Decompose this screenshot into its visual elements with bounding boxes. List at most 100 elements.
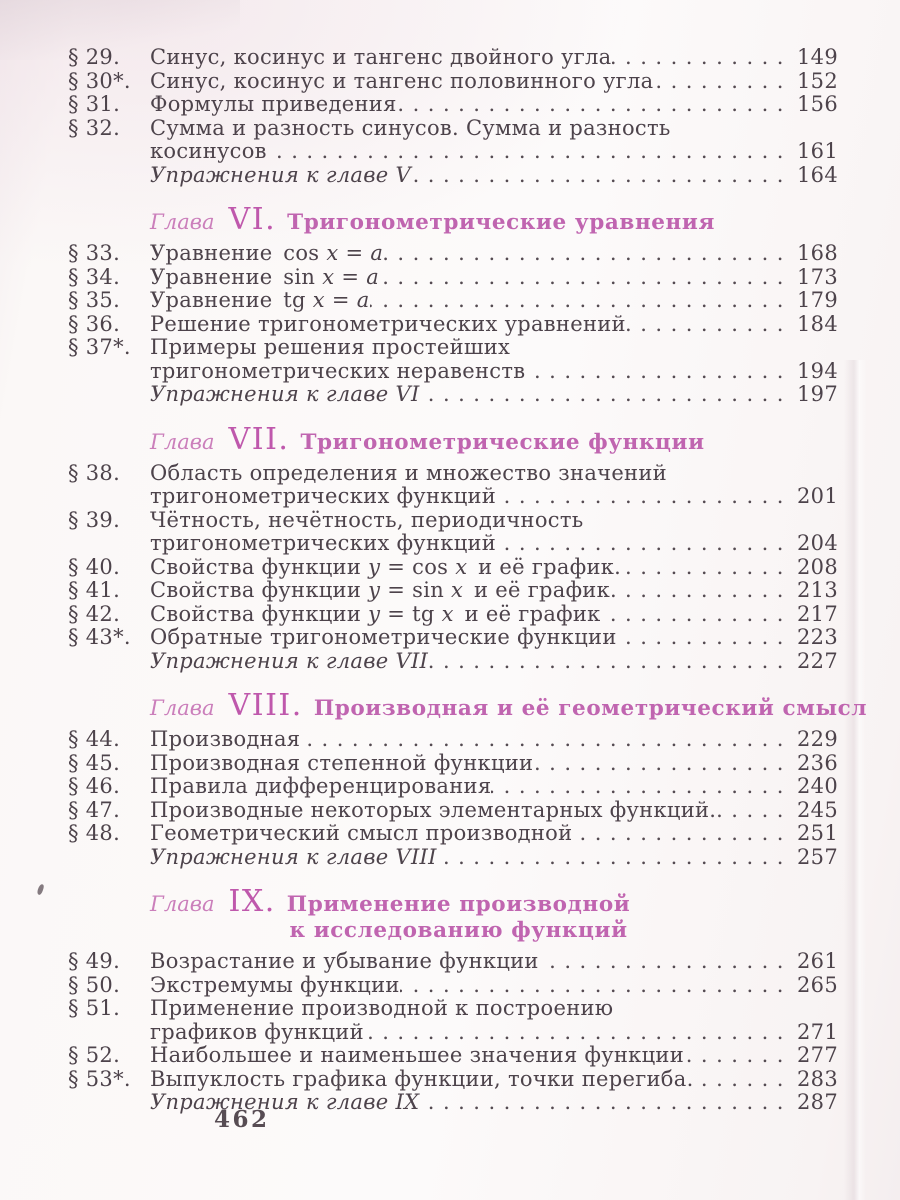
entry-title: Упражнения к главе VIII [150,844,437,869]
toc-entry: § 51. Применение производной к построению… [68,996,838,1045]
entry-body: Уравнение tg x = a......................… [150,288,838,313]
toc-entry: § 29. Синус, косинус и тангенс двойного у… [68,45,838,70]
entry-page-number: 229 [797,727,838,751]
entry-line: Выпуклость графика функции, точки переги… [150,1066,838,1092]
toc-entry: § 50. Экстремумы функции.................… [68,972,838,998]
entry-title: Решение тригонометрических уравнений [150,311,626,336]
dot-leader: ........................................… [539,950,792,973]
entry-line: Свойства функции y = tg x и её график...… [150,602,838,627]
section-number: § 50. [68,972,121,997]
entry-page-number: 213 [797,578,838,602]
section-number: § 47. [68,797,121,822]
entry-line: Уравнение sin x = a.....................… [150,264,838,290]
chapter-title-line: Тригонометрические уравнения [287,210,715,235]
entry-body: Выпуклость графика функции, точки переги… [150,1066,838,1092]
entry-title: тригонометрических функций [150,531,497,555]
toc-entry: § 37*. Примеры решения простейших тригоном… [68,335,838,383]
entry-page-number: 271 [797,1019,838,1044]
entry-title: Производная степенной функции [150,750,534,775]
entry-title: Упражнения к главе VI [150,382,420,406]
chapter-numeral: VI. [228,202,277,237]
toc-entry: § 30*. Синус, косинус и тангенс половинно… [68,68,838,94]
entry-line: косинусов...............................… [150,139,838,164]
entry-line: Примеры решения простейших [150,335,838,360]
entry-body: Синус, косинус и тангенс половинного угл… [150,68,838,94]
entry-line: графиков функций........................… [150,1019,838,1045]
entry-line: Упражнения к главе VIII.................… [150,844,838,870]
entry-page-number: 204 [797,531,838,555]
dot-leader: ........................................… [617,626,792,649]
dot-leader: ........................................… [653,69,792,93]
chapter-title-line: Применение производной [286,892,631,917]
toc-entry: § 45. Производная степенной функции......… [68,750,838,776]
chapter-heading: Глава VIII. Производная и её геометрически… [150,691,867,722]
section-number: § 41. [68,578,121,602]
entry-line: Синус, косинус и тангенс двойного угла..… [150,45,838,70]
entry-title: косинусов [150,139,267,163]
dot-leader: ........................................… [383,242,792,265]
chapter-title: Применение производной к исследованию фун… [287,892,631,944]
entry-page-number: 287 [797,1090,838,1114]
section-number: § 53*. [68,1066,131,1091]
entry-page-number: 152 [797,68,838,93]
dot-leader: ........................................… [496,532,792,555]
entry-body: Производные некоторых элементарных функц… [150,798,838,823]
entry-line: Применение производной к построению [150,996,838,1021]
section-number: § 49. [68,949,121,973]
entry-title: Упражнения к главе IX [150,1090,420,1114]
entry-line: Производная.............................… [150,727,838,752]
section-number: § 42. [68,601,121,626]
section-number: § 37*. [68,335,131,359]
chapter-numeral: IX. [228,884,276,919]
entry-page-number: 265 [797,972,838,997]
exercises-entry: Упражнения к главе VI...................… [68,382,838,407]
entry-page-number: 173 [797,264,838,289]
section-number: § 46. [68,774,121,798]
entries-block: § 38. Область определения и множество зна… [68,461,838,674]
entry-title: Свойства функции y = sin x и её график. [150,578,618,602]
chapter-label: Глава [150,892,215,916]
entry-line: Производная степенной функции...........… [150,750,838,776]
entry-body: Уравнение sin x = a.....................… [150,264,838,290]
chapter-heading: Глава IX. Применение производной к исследов… [150,887,838,944]
entry-line: Сумма и разность синусов. Сумма и разнос… [150,116,838,141]
toc-entry: § 40. Свойства функции y = cos x и её гра… [68,554,838,580]
entry-body: Возрастание и убывание функции..........… [150,949,838,974]
toc-entry: § 38. Область определения и множество зна… [68,461,838,509]
toc-entry: § 47. Производные некоторых элементарных … [68,797,838,823]
entry-title: Уравнение cos x = a [150,241,384,265]
dot-leader: ........................................… [617,579,792,602]
chapter-title: Производная и её геометрический смысл [314,696,867,722]
entry-body: Производная степенной функции...........… [150,750,838,776]
entry-body: Применение производной к построению графи… [150,996,838,1045]
entry-title: Свойства функции y = cos x и её график. [150,554,622,579]
toc-entry: § 41. Свойства функции y = sin x и её гра… [68,578,838,603]
section-number: § 29. [68,45,121,69]
section-number: § 39. [68,507,121,532]
entry-line: Уравнение cos x = a.....................… [150,241,838,266]
section-number: § 48. [68,821,121,845]
dot-leader: ........................................… [693,1067,792,1091]
entry-body: Упражнения к главе VII..................… [150,649,838,674]
dot-leader: ........................................… [437,845,792,869]
chapter-title: Тригонометрические функции [300,430,704,456]
section-number: § 51. [68,996,121,1020]
toc-entry: § 33. Уравнение cos x = a................… [68,241,838,266]
entry-page-number: 161 [797,139,838,163]
entry-line: Область определения и множество значений [150,461,838,486]
entry-body: Решение тригонометрических уравнений....… [150,311,838,337]
entry-body: Правила дифференцирования...............… [150,774,838,799]
entry-title: Выпуклость графика функции, точки переги… [150,1066,694,1091]
section-number: § 31. [68,92,121,116]
entries-block: § 33. Уравнение cos x = a................… [68,241,838,407]
exercises-entry: Упражнения к главе VII..................… [68,649,838,674]
dot-leader: ........................................… [428,649,792,673]
entry-line: Экстремумы функции......................… [150,972,838,998]
dot-leader: ........................................… [491,775,792,798]
dot-leader: ........................................… [379,265,792,289]
entry-line: Упражнения к главе IX...................… [150,1090,838,1115]
entry-body: Геометрический смысл производной........… [150,821,838,846]
entry-page-number: 261 [797,949,838,973]
toc-entry: § 46. Правила дифференцирования..........… [68,774,838,799]
dot-leader: ........................................… [420,383,792,406]
